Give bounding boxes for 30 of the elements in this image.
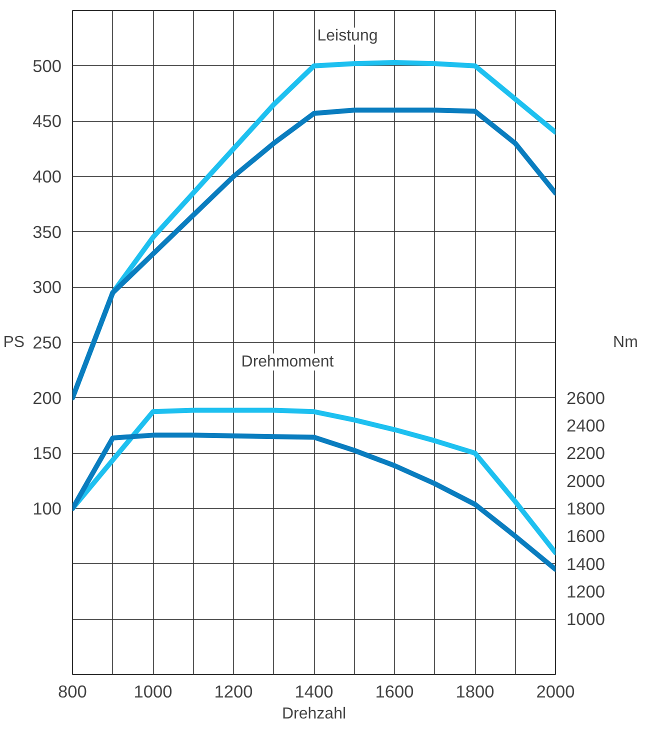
x-tick-label: 1800	[456, 682, 494, 702]
y-tick-label: 200	[32, 388, 62, 408]
y2-tick-label: 1800	[566, 498, 606, 518]
annotation: Leistung	[317, 28, 378, 45]
y-tick-label: 400	[32, 166, 62, 186]
x-axis-title: Drehzahl	[282, 706, 346, 722]
annotation: Drehmoment	[241, 353, 334, 370]
x-tick-label: 1400	[294, 682, 334, 702]
y2-tick-label: 2200	[566, 443, 606, 464]
x-tick-label: 800	[58, 682, 87, 702]
y-tick-label: 100	[32, 498, 62, 518]
x-tick-label: 1000	[134, 682, 172, 702]
y-tick-label: 300	[32, 277, 62, 298]
y2-axis-title: Nm	[613, 334, 638, 351]
y-axis-title: PS	[3, 334, 25, 351]
x-tick-label: 1200	[214, 682, 253, 702]
x-tick-label: 2000	[536, 682, 575, 702]
y-tick-label: 150	[32, 443, 62, 464]
x-tick-label: 1600	[375, 682, 414, 702]
y2-tick-label: 2000	[566, 470, 606, 491]
y2-tick-label: 1200	[566, 582, 606, 602]
y2-tick-label: 1000	[566, 609, 606, 630]
y-tick-label: 450	[32, 111, 62, 132]
y2-tick-label: 1600	[566, 526, 606, 546]
y2-tick-label: 2400	[566, 416, 606, 436]
y-tick-label: 500	[32, 56, 62, 76]
y-tick-label: 250	[32, 332, 62, 352]
y2-tick-label: 2600	[566, 388, 606, 408]
y-tick-label: 350	[32, 222, 62, 242]
y2-tick-label: 1400	[566, 554, 606, 574]
